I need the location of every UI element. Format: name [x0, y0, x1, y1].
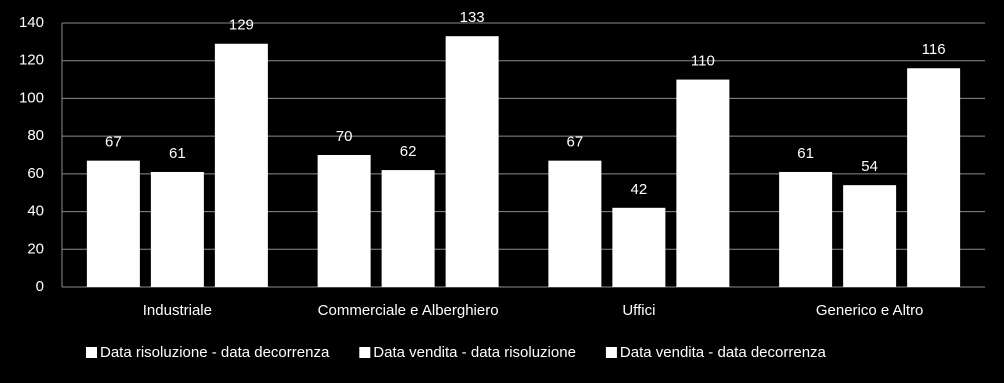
bar — [381, 170, 435, 287]
legend-swatch — [605, 347, 617, 358]
y-tick-label: 100 — [19, 89, 44, 106]
value-label: 61 — [797, 145, 814, 162]
value-label: 70 — [336, 128, 353, 145]
bar — [86, 160, 140, 287]
y-tick-label: 0 — [36, 278, 44, 295]
value-label: 54 — [861, 158, 878, 175]
value-label: 110 — [691, 53, 715, 70]
y-tick-label: 20 — [27, 240, 44, 257]
x-tick-label: Uffici — [622, 302, 655, 319]
legend-swatch — [359, 347, 371, 358]
x-tick-label: Commerciale e Alberghiero — [318, 302, 499, 319]
value-label: 42 — [631, 181, 648, 198]
y-tick-label: 80 — [27, 127, 44, 144]
bar — [445, 36, 499, 288]
y-tick-label: 40 — [27, 203, 44, 220]
value-label: 129 — [229, 17, 254, 34]
legend-label: Data vendita - data decorrenza — [620, 344, 827, 361]
value-label: 133 — [460, 9, 485, 26]
legend-label: Data vendita - data risoluzione — [373, 344, 576, 361]
bar — [548, 160, 602, 287]
x-tick-label: Industriale — [143, 302, 212, 319]
y-tick-label: 60 — [27, 165, 44, 182]
bar — [612, 207, 666, 287]
legend-label: Data risoluzione - data decorrenza — [100, 344, 330, 361]
value-label: 62 — [400, 143, 417, 160]
bar — [843, 185, 897, 287]
bar — [676, 79, 730, 287]
legend-swatch — [86, 347, 97, 358]
bar — [317, 155, 371, 287]
value-label: 67 — [105, 134, 122, 151]
value-label: 116 — [922, 41, 946, 58]
value-label: 61 — [169, 145, 186, 162]
y-tick-label: 120 — [19, 52, 44, 69]
x-tick-label: Generico e Altro — [816, 302, 924, 319]
bar — [907, 68, 961, 287]
bar — [214, 43, 268, 287]
value-label: 67 — [567, 134, 584, 151]
bar — [779, 171, 833, 287]
y-tick-label: 140 — [19, 14, 44, 31]
bar — [150, 171, 204, 287]
